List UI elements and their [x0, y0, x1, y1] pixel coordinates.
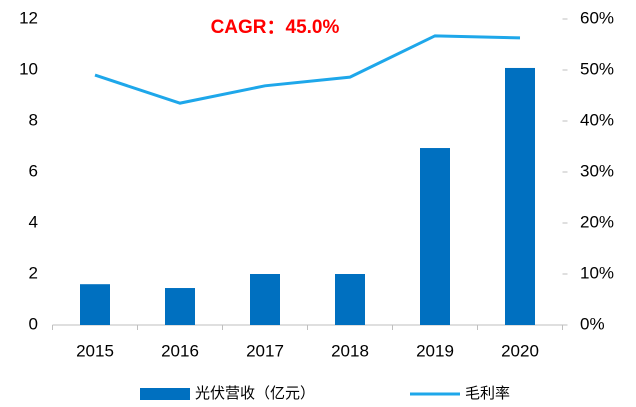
y-tick-label: 8 — [29, 110, 38, 129]
x-tick-label: 2018 — [331, 341, 369, 360]
x-tick-label: 2017 — [246, 341, 284, 360]
y-tick-label: 10 — [19, 59, 38, 78]
y-tick-label: 12 — [19, 8, 38, 27]
y2-tick-label: 50% — [580, 59, 614, 78]
legend-swatch — [140, 388, 190, 400]
bar — [165, 288, 195, 325]
bar — [335, 274, 365, 325]
line — [94, 34, 521, 105]
y-tick-label: 6 — [29, 161, 38, 180]
bar — [80, 284, 110, 325]
annotation: CAGR：45.0% — [211, 17, 340, 38]
bar — [250, 274, 280, 325]
y2-tick-label: 0% — [580, 314, 605, 333]
x-tick-label: 2015 — [76, 341, 114, 360]
y2-tick-label: 10% — [580, 263, 614, 282]
y2-tick-label: 60% — [580, 8, 614, 27]
x-tick-label: 2020 — [501, 341, 539, 360]
y-tick-label: 4 — [29, 212, 38, 231]
y2-tick-label: 30% — [580, 161, 614, 180]
y2-tick-label: 40% — [580, 110, 614, 129]
bar — [505, 67, 535, 326]
y-tick-label: 2 — [29, 263, 38, 282]
legend-label: 毛利率 — [465, 385, 510, 402]
bar — [420, 148, 450, 325]
x-tick-label: 2019 — [416, 341, 454, 360]
y-tick-label: 0 — [29, 314, 38, 333]
x-tick-label: 2016 — [161, 341, 199, 360]
y2-tick-label: 20% — [580, 212, 614, 231]
legend-label: 光伏营收（亿元） — [195, 385, 315, 402]
